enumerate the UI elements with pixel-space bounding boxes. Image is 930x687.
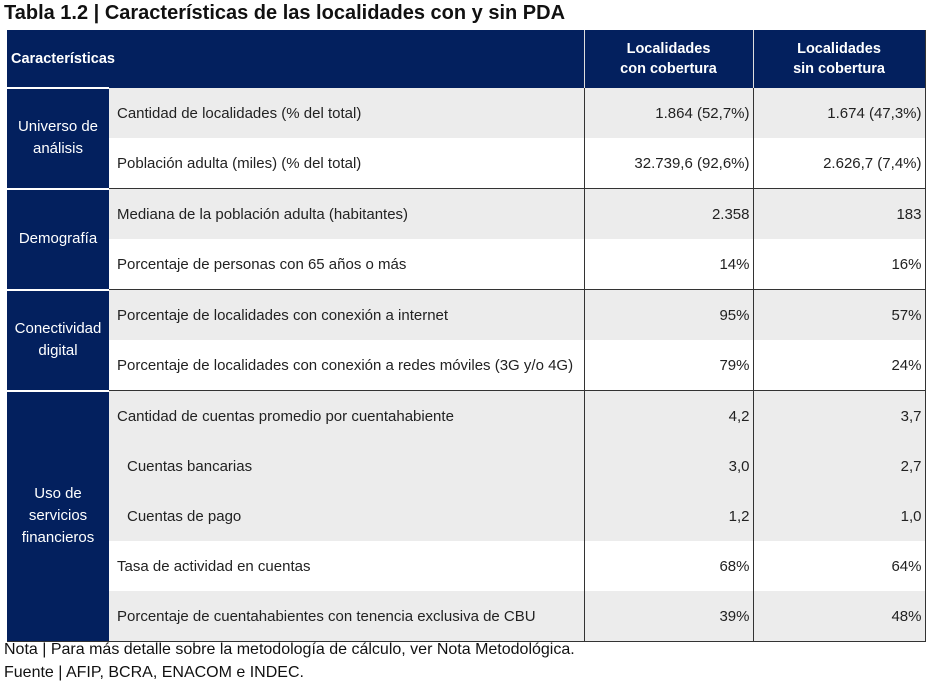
value-sin-cobertura: 57% xyxy=(752,289,925,340)
row-label: Porcentaje de cuentahabientes con tenenc… xyxy=(109,591,584,642)
row-label: Mediana de la población adulta (habitant… xyxy=(109,188,584,239)
value-con-cobertura: 95% xyxy=(583,289,753,340)
row-label: Población adulta (miles) (% del total) xyxy=(109,138,584,189)
row-label: Porcentaje de localidades con conexión a… xyxy=(109,340,584,391)
row-label: Porcentaje de localidades con conexión a… xyxy=(109,289,584,340)
table-row: Universo de análisis Cantidad de localidad… xyxy=(7,87,925,189)
header-sin-cobertura: Localidades sin cobertura xyxy=(752,30,925,88)
value-sin-cobertura: 183 xyxy=(752,188,925,239)
header-row: Características Localidades con cobertura… xyxy=(7,30,925,88)
row-label: Porcentaje de personas con 65 años o más xyxy=(109,239,584,290)
value-con-cobertura: 1.864 (52,7%) xyxy=(583,88,753,138)
table-title: Tabla 1.2 | Características de las local… xyxy=(4,2,566,24)
group-label: Conectividad digital xyxy=(7,288,109,391)
value-sin-cobertura: 16% xyxy=(752,239,925,290)
value-sin-cobertura: 24% xyxy=(752,340,925,391)
table-row: Cuentas de pago 1,2 1,0 xyxy=(7,491,925,541)
value-con-cobertura: 1,2 xyxy=(583,491,753,541)
row-label: Cuentas bancarias xyxy=(109,441,584,491)
header-characteristics: Características xyxy=(7,30,584,88)
value-con-cobertura: 39% xyxy=(583,591,753,642)
note-text: Nota | Para más detalle sobre la metodol… xyxy=(4,641,575,658)
value-sin-cobertura: 2,7 xyxy=(752,441,925,491)
group-label: Universo de análisis xyxy=(7,87,109,189)
value-sin-cobertura: 64% xyxy=(752,541,925,591)
source-text: Fuente | AFIP, BCRA, ENACOM e INDEC. xyxy=(4,664,304,681)
value-con-cobertura: 79% xyxy=(583,340,753,391)
header-con-cobertura: Localidades con cobertura xyxy=(583,30,753,88)
table-row: Tasa de actividad en cuentas 68% 64% xyxy=(7,541,925,591)
value-sin-cobertura: 48% xyxy=(752,591,925,642)
table-row: Uso de servicios financieros Cantidad de cu… xyxy=(7,389,925,642)
value-con-cobertura: 68% xyxy=(583,541,753,591)
value-sin-cobertura: 1.674 (47,3%) xyxy=(752,88,925,138)
table-row: Porcentaje de personas con 65 años o más… xyxy=(7,239,925,290)
value-con-cobertura: 14% xyxy=(583,239,753,290)
group-label: Uso de servicios financieros xyxy=(7,389,109,642)
value-sin-cobertura: 3,7 xyxy=(752,390,925,441)
row-label: Tasa de actividad en cuentas xyxy=(109,541,584,591)
table-row: Porcentaje de cuentahabientes con tenenc… xyxy=(7,591,925,642)
value-con-cobertura: 3,0 xyxy=(583,441,753,491)
table-row: Conectividad digital Porcentaje de localid… xyxy=(7,288,925,391)
characteristics-table: Características Localidades con cobertura… xyxy=(7,30,926,642)
table-row: Población adulta (miles) (% del total) 32… xyxy=(7,138,925,189)
value-sin-cobertura: 2.626,7 (7,4%) xyxy=(752,138,925,189)
row-label: Cantidad de cuentas promedio por cuentah… xyxy=(109,390,584,441)
table-row: Cuentas bancarias 3,0 2,7 xyxy=(7,441,925,491)
row-label: Cuentas de pago xyxy=(109,491,584,541)
value-con-cobertura: 4,2 xyxy=(583,390,753,441)
table-row: Porcentaje de localidades con conexión a… xyxy=(7,340,925,391)
value-con-cobertura: 2.358 xyxy=(583,188,753,239)
value-sin-cobertura: 1,0 xyxy=(752,491,925,541)
row-label: Cantidad de localidades (% del total) xyxy=(109,88,584,138)
table-row: Demografía Mediana de la población adulta… xyxy=(7,187,925,290)
group-label: Demografía xyxy=(7,187,109,290)
value-con-cobertura: 32.739,6 (92,6%) xyxy=(583,138,753,189)
